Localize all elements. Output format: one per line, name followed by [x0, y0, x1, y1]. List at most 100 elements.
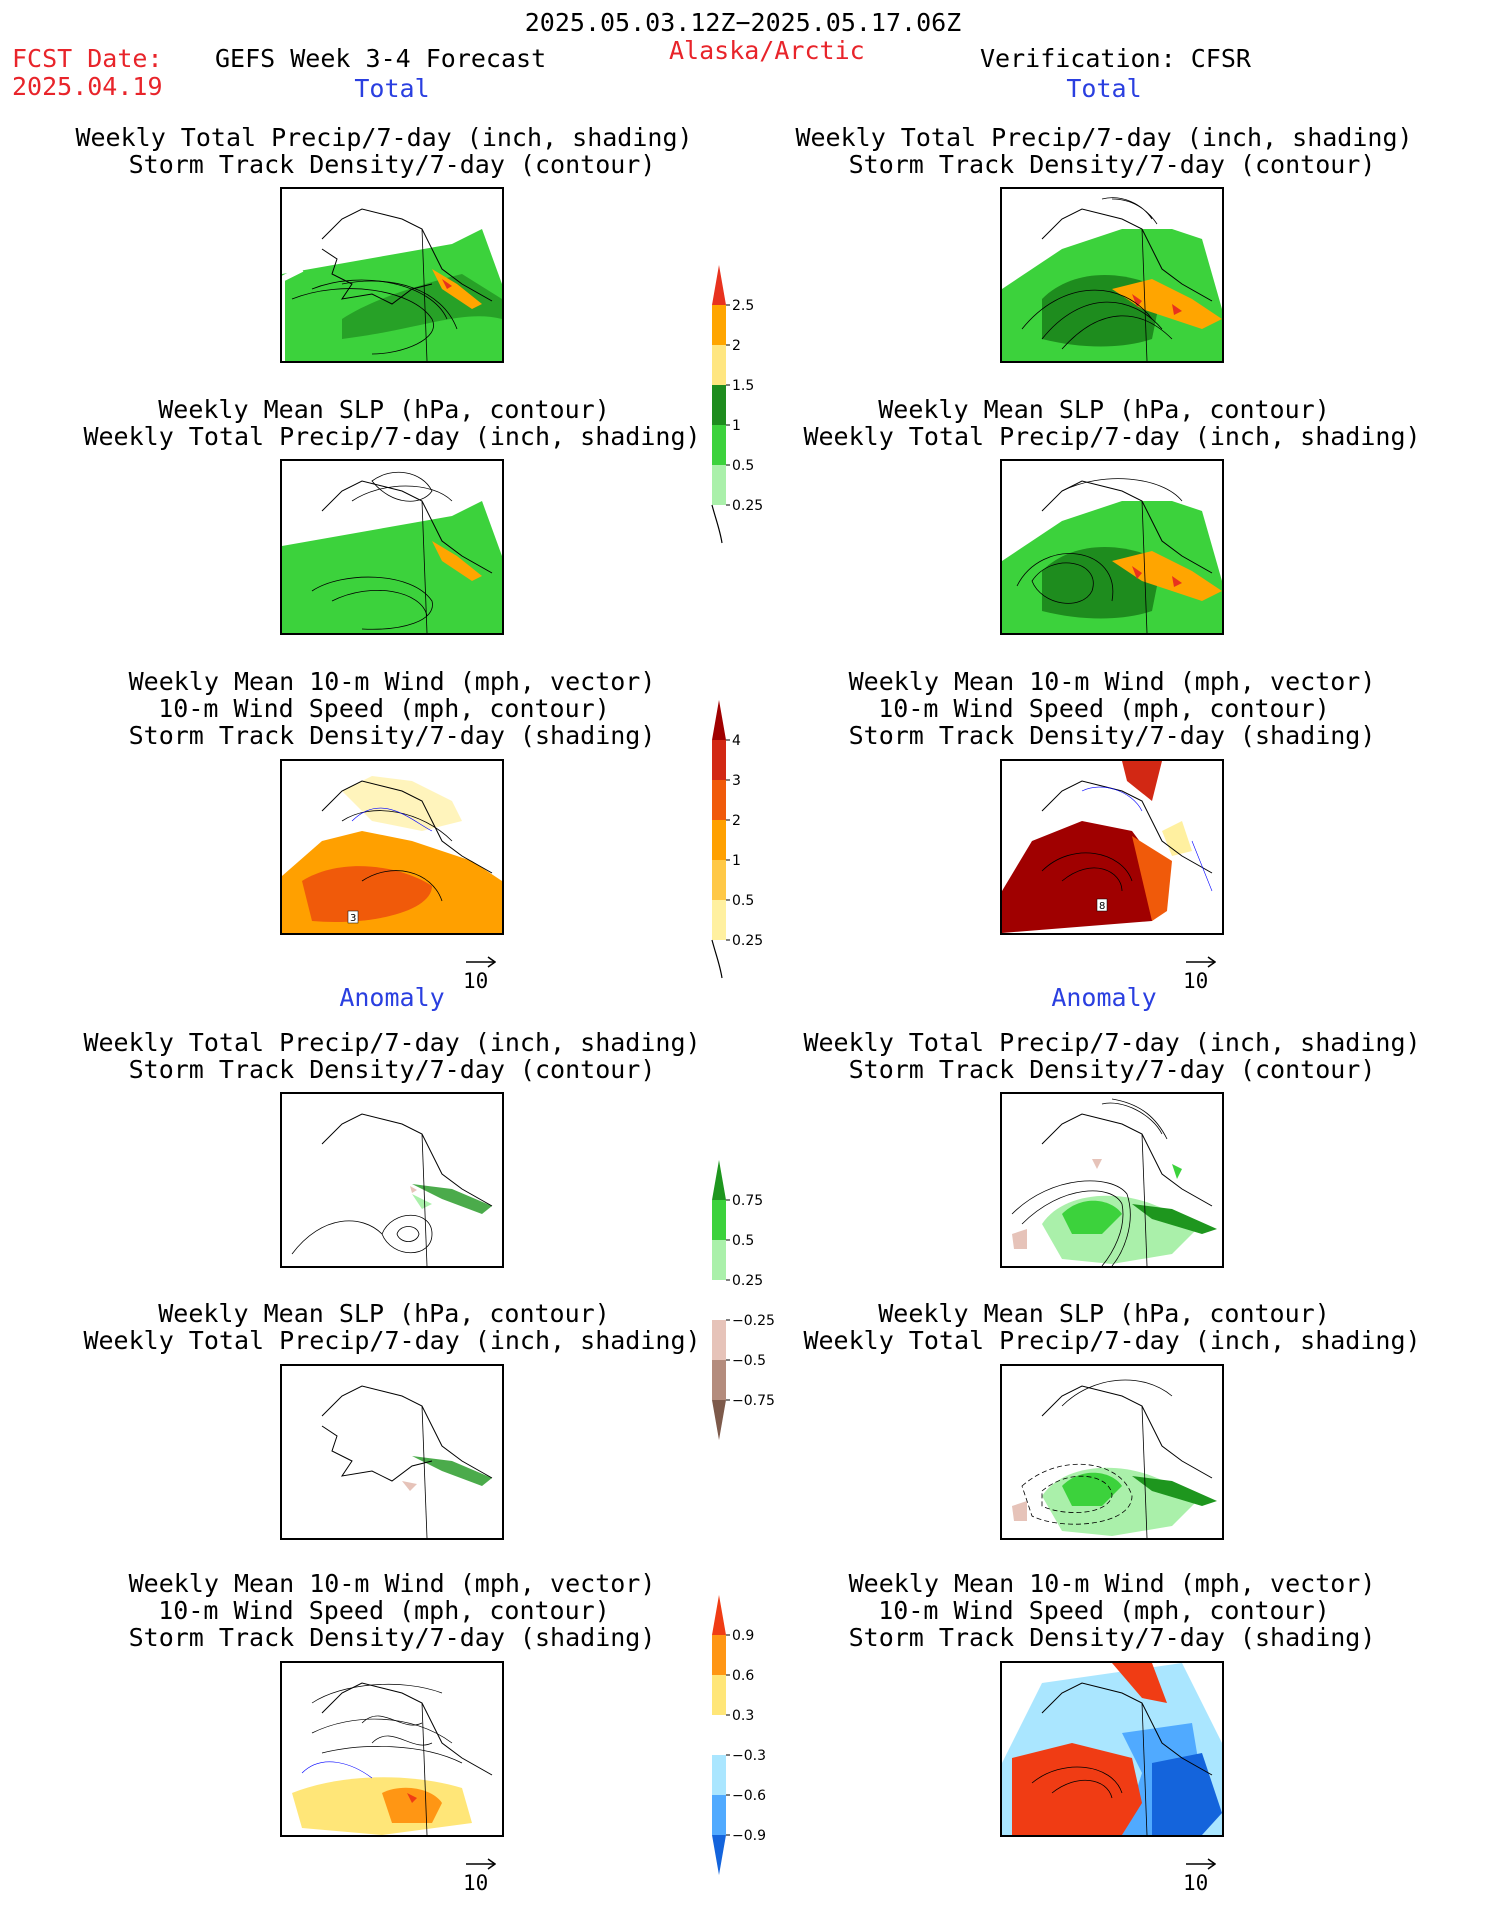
vector-reference-value: 10	[463, 1871, 489, 1895]
map-panel-right-anom-slp	[1000, 1364, 1224, 1540]
vector-reference-right-anom: 10	[1183, 1857, 1216, 1895]
colorbar-storm-anom: 0.9 0.6 0.3 −0.3 −0.6 −0.9	[712, 1595, 782, 1889]
section-total-right: Total	[1066, 74, 1142, 103]
colorbar-swatch	[712, 900, 726, 940]
region-title: Alaska/Arctic	[669, 36, 865, 65]
panel-title-line: Weekly Mean SLP (hPa, contour)	[878, 1299, 1330, 1328]
colorbar-swatch	[712, 465, 726, 505]
colorbar-swatch	[712, 1200, 726, 1240]
fcst-date-value: 2025.04.19	[12, 72, 163, 101]
colorbar-label: 2	[732, 813, 741, 829]
panel-title-line: Weekly Total Precip/7-day (inch, shading…	[83, 422, 701, 451]
map-panel-left-total-precip	[280, 187, 504, 363]
colorbar-swatch	[712, 1400, 726, 1440]
vector-reference-left-anom: 10	[463, 1857, 496, 1895]
colorbar-label: 2	[732, 338, 741, 354]
map-panel-left-anom-wind	[280, 1661, 504, 1837]
colorbar-label: 0.3	[732, 1708, 754, 1724]
map-panel-left-total-slp	[280, 459, 504, 635]
vector-reference-value: 10	[1183, 969, 1209, 993]
colorbar-label: 0.9	[732, 1628, 754, 1644]
panel-title-line: Storm Track Density/7-day (shading)	[128, 721, 656, 750]
product-title: GEFS Week 3-4 Forecast	[215, 44, 547, 73]
colorbar-label: 0.6	[732, 1668, 754, 1684]
colorbar-label: 0.25	[732, 498, 763, 514]
colorbar-swatch	[712, 1240, 726, 1280]
colorbar-tail	[711, 504, 723, 544]
arrow-right-icon	[1186, 1858, 1216, 1870]
colorbar-label: 1.5	[732, 378, 754, 394]
arrow-right-icon	[1186, 956, 1216, 968]
panel-title-line: Weekly Total Precip/7-day (inch, shading…	[75, 123, 693, 152]
colorbar-tail	[711, 939, 723, 979]
colorbar-swatch	[712, 1320, 726, 1360]
panel-title-line: Weekly Mean 10-m Wind (mph, vector)	[848, 667, 1376, 696]
colorbar-label: −0.6	[732, 1788, 766, 1804]
panel-title-line: Weekly Total Precip/7-day (inch, shading…	[803, 1028, 1421, 1057]
colorbar-label: −0.75	[732, 1393, 775, 1409]
arrow-right-icon	[466, 956, 496, 968]
panel-title-line: Weekly Total Precip/7-day (inch, shading…	[795, 123, 1413, 152]
panel-title-line: Weekly Mean 10-m Wind (mph, vector)	[128, 667, 656, 696]
map-panel-right-anom-wind	[1000, 1661, 1224, 1837]
colorbar-swatch	[712, 1280, 726, 1320]
colorbar-swatch	[712, 1835, 726, 1875]
colorbar-swatch	[712, 385, 726, 425]
colorbar-label: −0.25	[732, 1313, 775, 1329]
panel-title-line: Weekly Mean SLP (hPa, contour)	[158, 395, 610, 424]
section-anomaly-left: Anomaly	[339, 983, 445, 1012]
vector-reference-value: 10	[463, 969, 489, 993]
map-panel-left-anom-slp	[280, 1364, 504, 1540]
colorbar-swatch	[712, 425, 726, 465]
map-panel-left-total-wind: 3	[280, 759, 504, 935]
panel-title-line: Storm Track Density/7-day (contour)	[848, 150, 1376, 179]
colorbar-label: 0.5	[732, 893, 754, 909]
panel-title-line: Weekly Total Precip/7-day (inch, shading…	[83, 1028, 701, 1057]
colorbar-swatch	[712, 1755, 726, 1795]
map-panel-right-total-precip	[1000, 187, 1224, 363]
colorbar-swatch	[712, 1160, 726, 1200]
map-panel-right-anom-precip	[1000, 1092, 1224, 1268]
colorbar-label: −0.5	[732, 1353, 766, 1369]
colorbar-swatch	[712, 265, 726, 305]
panel-title-line: Weekly Total Precip/7-day (inch, shading…	[803, 422, 1421, 451]
colorbar-label: 4	[732, 733, 741, 749]
colorbar-storm-total: 4 3 2 1 0.5 0.25	[711, 700, 782, 994]
vector-reference-left-total: 10	[463, 955, 496, 993]
colorbar-label: −0.3	[732, 1748, 766, 1764]
colorbar-swatch	[712, 820, 726, 860]
panel-value-label: 3	[350, 913, 356, 924]
colorbar-label: 3	[732, 773, 741, 789]
colorbar-swatch	[712, 1635, 726, 1675]
panel-title-line: 10-m Wind Speed (mph, contour)	[878, 694, 1330, 723]
colorbar-label: 1	[732, 853, 741, 869]
panel-title-line: Storm Track Density/7-day (shading)	[848, 721, 1376, 750]
colorbar-swatch	[712, 1595, 726, 1635]
period-title: 2025.05.03.12Z−2025.05.17.06Z	[524, 8, 962, 37]
panel-value-label: 8	[1099, 901, 1105, 912]
colorbar-label: 0.75	[732, 1193, 763, 1209]
panel-title-line: Weekly Mean SLP (hPa, contour)	[878, 395, 1330, 424]
panel-title-line: 10-m Wind Speed (mph, contour)	[878, 1596, 1330, 1625]
colorbar-label: 2.5	[732, 298, 754, 314]
colorbar-label: 0.5	[732, 1233, 754, 1249]
panel-title-line: Weekly Mean 10-m Wind (mph, vector)	[128, 1569, 656, 1598]
fcst-date-label: FCST Date:	[12, 44, 163, 73]
map-panel-right-total-wind: 8	[1000, 759, 1224, 935]
colorbar-label: 0.25	[732, 933, 763, 949]
panel-title-line: Weekly Total Precip/7-day (inch, shading…	[803, 1326, 1421, 1355]
colorbar-swatch	[712, 1360, 726, 1400]
colorbar-swatch	[712, 305, 726, 345]
vector-reference-value: 10	[1183, 1871, 1209, 1895]
colorbar-swatch	[712, 740, 726, 780]
colorbar-label: 1	[732, 418, 741, 434]
panel-title-line: Storm Track Density/7-day (shading)	[848, 1623, 1376, 1652]
colorbar-swatch	[712, 1795, 726, 1835]
panel-title-line: 10-m Wind Speed (mph, contour)	[158, 1596, 610, 1625]
panel-title-line: Weekly Mean SLP (hPa, contour)	[158, 1299, 610, 1328]
panel-title-line: Storm Track Density/7-day (shading)	[128, 1623, 656, 1652]
colorbar-precip-total: 2.5 2 1.5 1 0.5 0.25	[711, 265, 782, 559]
verification-title: Verification: CFSR	[980, 44, 1251, 73]
vector-reference-right-total: 10	[1183, 955, 1216, 993]
colorbar-label: 0.25	[732, 1273, 763, 1289]
